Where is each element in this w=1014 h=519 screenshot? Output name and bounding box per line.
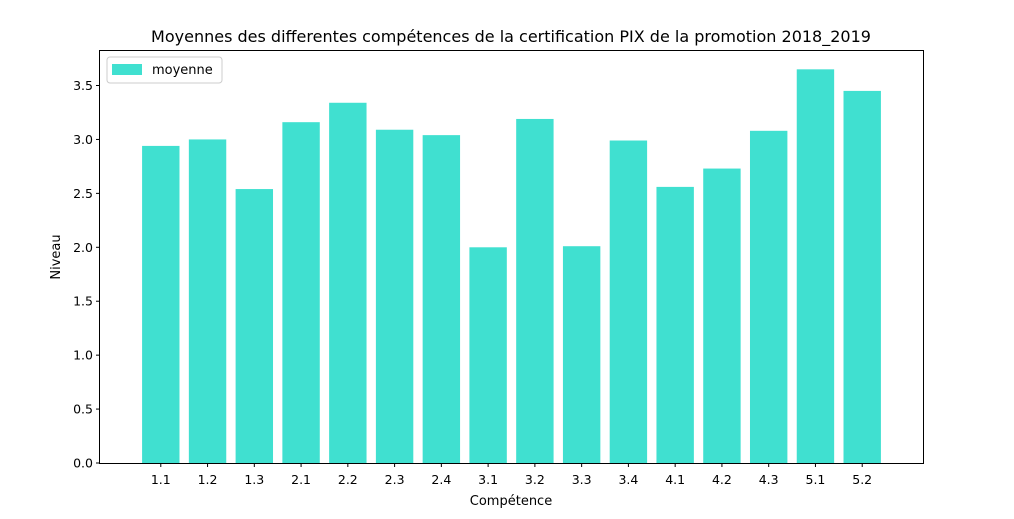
legend-swatch bbox=[112, 64, 142, 75]
y-tick-label: 0.5 bbox=[73, 402, 93, 417]
x-tick-label: 1.3 bbox=[244, 472, 264, 487]
x-axis-ticks: 1.1 1.2 1.3 2.1 2.2 2.3 2.4 3.1 3.2 3.3 3.4 4.1 4.2 4… bbox=[151, 463, 872, 487]
bar-4.2 bbox=[703, 168, 741, 463]
y-tick-label: 3.0 bbox=[73, 132, 93, 147]
x-tick-label: 2.2 bbox=[338, 472, 358, 487]
x-tick-label: 1.1 bbox=[151, 472, 171, 487]
bar-5.2 bbox=[843, 90, 881, 463]
bar-1.1 bbox=[142, 145, 180, 463]
bar-3.1 bbox=[469, 247, 507, 463]
bar-2.1 bbox=[282, 122, 320, 464]
bar-2.2 bbox=[329, 102, 367, 464]
bar-3.4 bbox=[609, 140, 648, 464]
bar-4.1 bbox=[656, 186, 694, 463]
bar-4.3 bbox=[749, 130, 788, 463]
bar-1.2 bbox=[188, 139, 227, 463]
x-tick-label: 3.2 bbox=[525, 472, 545, 487]
bars-layer bbox=[142, 69, 881, 464]
x-tick-label: 4.3 bbox=[759, 472, 779, 487]
y-tick-label: 1.5 bbox=[73, 294, 93, 309]
y-tick-label: 2.0 bbox=[73, 240, 93, 255]
y-axis-label: Niveau bbox=[49, 234, 64, 279]
chart-title: Moyennes des differentes compétences de … bbox=[151, 27, 871, 47]
plot-frame bbox=[99, 50, 924, 464]
x-tick-label: 5.2 bbox=[852, 472, 872, 487]
legend-box bbox=[106, 56, 223, 84]
x-tick-label: 4.1 bbox=[665, 472, 685, 487]
y-tick-label: 2.5 bbox=[73, 186, 93, 201]
legend: moyenne bbox=[106, 56, 223, 84]
bar-2.3 bbox=[375, 129, 414, 464]
bar-3.3 bbox=[562, 246, 601, 463]
x-tick-label: 3.1 bbox=[478, 472, 498, 487]
y-tick-label: 3.5 bbox=[73, 78, 93, 93]
x-tick-label: 4.2 bbox=[712, 472, 732, 487]
y-axis-ticks: 0.0 0.5 1.0 1.5 2.0 2.5 3.0 3.5 bbox=[73, 78, 100, 471]
y-tick-label: 0.0 bbox=[73, 456, 93, 471]
legend-label: moyenne bbox=[152, 63, 213, 78]
x-tick-label: 2.1 bbox=[291, 472, 311, 487]
bar-2.4 bbox=[422, 135, 461, 463]
x-axis-label: Compétence bbox=[470, 494, 552, 509]
x-tick-label: 2.4 bbox=[431, 472, 451, 487]
x-tick-label: 1.2 bbox=[198, 472, 218, 487]
bar-5.1 bbox=[796, 69, 835, 463]
x-tick-label: 5.1 bbox=[806, 472, 826, 487]
x-tick-label: 3.3 bbox=[572, 472, 592, 487]
x-tick-label: 3.4 bbox=[618, 472, 638, 487]
x-tick-label: 2.3 bbox=[385, 472, 405, 487]
bar-3.2 bbox=[516, 118, 554, 464]
y-tick-label: 1.0 bbox=[73, 348, 93, 363]
bar-1.3 bbox=[235, 189, 274, 463]
